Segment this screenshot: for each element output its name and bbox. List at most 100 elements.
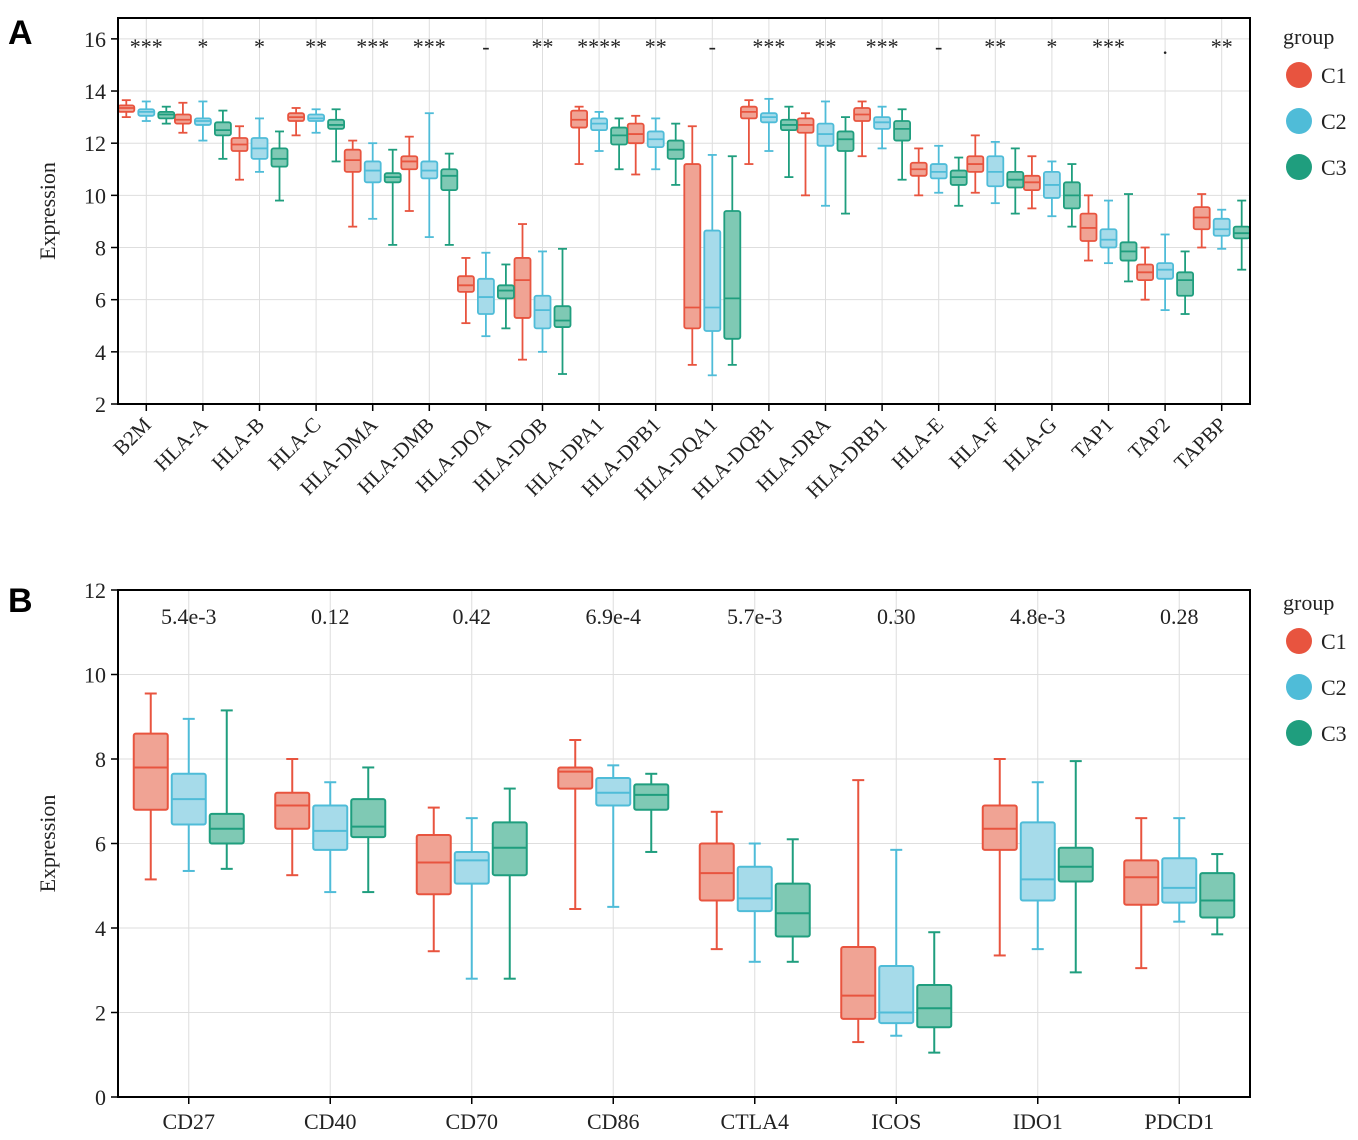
box-c3-hla-dpb1 xyxy=(666,122,685,186)
box-c2-ido1 xyxy=(1019,781,1056,951)
significance-label: 5.7e-3 xyxy=(727,604,783,629)
x-tick-label: CTLA4 xyxy=(721,1109,789,1134)
legend-swatch-c1 xyxy=(1286,628,1312,654)
y-tick-label: 4 xyxy=(95,916,106,941)
chart-panel-b: 0 2 4 6 8 10 12 CD27 CD40 CD70 CD86 CTLA4 ICOS IDO1 PD… xyxy=(35,578,1347,1134)
significance-label: 4.8e-3 xyxy=(1010,604,1066,629)
box-c2-hla-f xyxy=(986,140,1005,205)
box-body xyxy=(1156,262,1174,280)
x-tick-label: PDCD1 xyxy=(1144,1109,1214,1134)
box-body xyxy=(213,121,232,137)
box-c3-b2m xyxy=(157,105,176,125)
significance-label: 0.42 xyxy=(453,604,492,629)
box-body xyxy=(878,965,915,1025)
box-c3-ctla4 xyxy=(774,838,811,963)
box-c2-hla-drb1 xyxy=(873,105,891,150)
significance-label: 6.9e-4 xyxy=(585,604,641,629)
box-c2-hla-dra xyxy=(816,100,835,207)
box-c2-ctla4 xyxy=(736,842,773,963)
box-c1-hla-a xyxy=(173,101,192,134)
box-c1-hla-dma xyxy=(343,139,362,228)
y-axis-title: Expression xyxy=(35,795,60,893)
box-c3-hla-dqb1 xyxy=(780,105,798,178)
box-c1-hla-dpb1 xyxy=(626,114,645,176)
box-c3-hla-a xyxy=(213,109,232,160)
legend-swatch-c2 xyxy=(1286,108,1312,134)
legend-title: group xyxy=(1283,590,1334,615)
y-tick-label: 8 xyxy=(95,236,106,261)
box-body xyxy=(1019,821,1056,902)
box-c2-pdcd1 xyxy=(1161,817,1198,923)
x-tick-label: CD27 xyxy=(162,1109,215,1134)
box-c2-hla-doa xyxy=(476,251,495,338)
box-body xyxy=(633,783,670,811)
box-c1-cd40 xyxy=(274,758,311,877)
box-c3-cd40 xyxy=(350,766,387,894)
box-c3-ido1 xyxy=(1057,760,1094,974)
box-body xyxy=(270,147,289,168)
box-c3-tap1 xyxy=(1119,193,1138,283)
box-c3-pdcd1 xyxy=(1199,853,1236,936)
box-c1-tap2 xyxy=(1136,246,1154,301)
box-c3-hla-e xyxy=(949,156,968,207)
box-c1-hla-e xyxy=(909,147,928,197)
box-body xyxy=(453,850,490,885)
box-body xyxy=(840,946,877,1020)
y-axis-title: Expression xyxy=(35,162,60,260)
significance-label: * xyxy=(1046,34,1057,59)
box-c2-hla-dqb1 xyxy=(760,97,778,152)
legend-swatch-c3 xyxy=(1286,154,1312,180)
box-c1-hla-dmb xyxy=(400,135,419,212)
box-body xyxy=(683,163,702,330)
legend-label-c1: C1 xyxy=(1321,629,1347,654)
box-c3-hla-dpa1 xyxy=(610,117,628,171)
significance-label: ** xyxy=(815,34,837,59)
box-body xyxy=(981,804,1018,851)
box-c1-hla-dra xyxy=(796,112,815,197)
chart-panel-a: 246810121416B2MHLA-AHLA-BHLA-CHLA-DMAHLA… xyxy=(35,17,1347,505)
y-tick-label: 2 xyxy=(95,1001,106,1026)
box-body xyxy=(595,777,632,807)
significance-label: *** xyxy=(413,34,446,59)
significance-label: ** xyxy=(984,34,1006,59)
y-tick-label: 2 xyxy=(95,392,106,417)
y-tick-label: 14 xyxy=(84,79,106,104)
x-tick-label: TAP1 xyxy=(1067,413,1118,464)
box-body xyxy=(1123,859,1160,906)
legend-swatch-c3 xyxy=(1286,720,1312,746)
significance-label: *** xyxy=(1092,34,1125,59)
box-body xyxy=(400,155,419,171)
legend-title: group xyxy=(1283,24,1334,49)
box-body xyxy=(553,305,572,328)
y-tick-label: 0 xyxy=(95,1085,106,1110)
box-c3-cd70 xyxy=(491,787,528,980)
significance-label: 0.28 xyxy=(1160,604,1199,629)
box-body xyxy=(736,865,773,913)
box-c1-b2m xyxy=(117,99,136,119)
box-body xyxy=(496,284,515,300)
box-c1-hla-c xyxy=(287,107,306,137)
y-tick-label: 4 xyxy=(95,340,106,365)
box-body xyxy=(274,791,311,830)
box-c2-hla-dmb xyxy=(420,112,439,238)
legend-label-c1: C1 xyxy=(1321,63,1347,88)
significance-label: - xyxy=(482,34,489,59)
y-tick-label: 12 xyxy=(84,578,106,603)
box-c2-cd40 xyxy=(312,781,349,894)
box-body xyxy=(533,294,552,330)
box-c1-tapbp xyxy=(1192,193,1211,249)
y-tick-label: 10 xyxy=(84,663,106,688)
x-tick-label: HLA-F xyxy=(944,413,1005,474)
box-body xyxy=(312,804,349,851)
box-c2-hla-b xyxy=(250,117,269,173)
box-body xyxy=(723,210,742,340)
box-c3-hla-dmb xyxy=(440,152,459,246)
box-c2-tapbp xyxy=(1212,208,1231,250)
box-c2-tap1 xyxy=(1099,199,1118,265)
box-body xyxy=(456,275,475,293)
box-c3-hla-dma xyxy=(383,148,402,246)
box-c2-tap2 xyxy=(1156,233,1174,312)
box-body xyxy=(350,798,387,839)
box-c1-hla-dqb1 xyxy=(740,99,758,165)
